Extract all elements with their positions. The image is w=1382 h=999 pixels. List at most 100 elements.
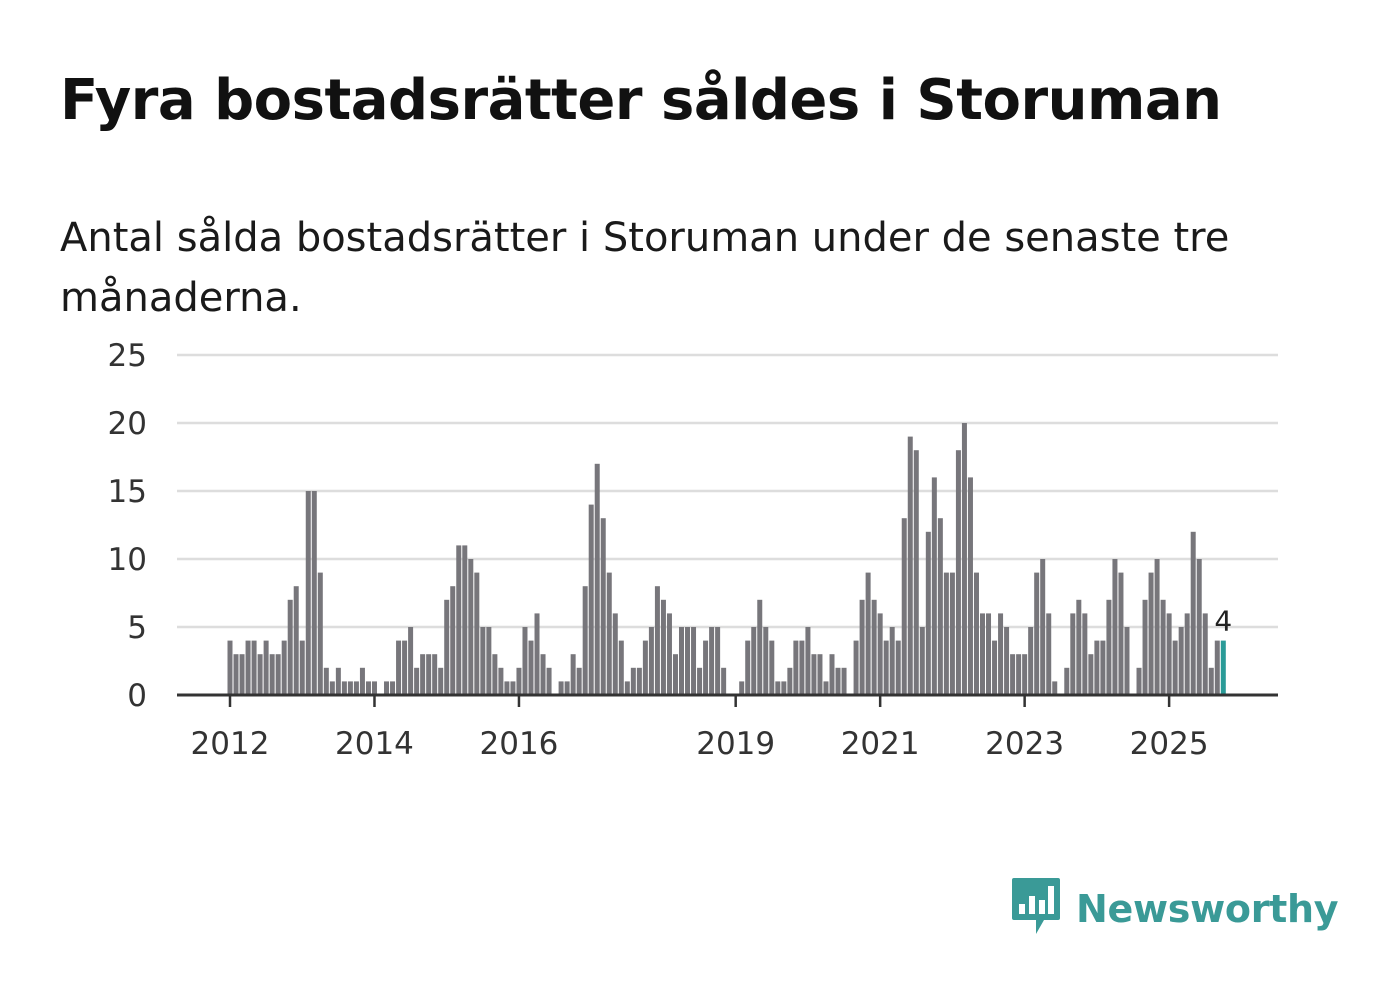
bar — [600, 518, 606, 695]
bar — [986, 613, 992, 695]
bar — [751, 627, 757, 695]
bar — [1100, 640, 1106, 695]
bar — [709, 627, 715, 695]
bar — [371, 681, 377, 695]
bar — [672, 654, 678, 695]
bar — [384, 681, 390, 695]
y-tick-label: 25 — [108, 338, 147, 374]
bar — [456, 545, 462, 695]
bar — [666, 613, 672, 695]
bar — [835, 667, 841, 695]
bar — [1208, 667, 1214, 695]
bar — [648, 627, 654, 695]
bar — [961, 423, 967, 695]
bar — [1094, 640, 1100, 695]
bar — [263, 640, 269, 695]
bar — [396, 640, 402, 695]
bar — [1040, 559, 1046, 695]
bar — [980, 613, 985, 695]
bar — [335, 667, 341, 695]
x-tick-label: 2019 — [696, 726, 775, 762]
bar — [281, 640, 287, 695]
bar — [949, 572, 955, 695]
bar — [793, 640, 799, 695]
bar — [937, 518, 943, 695]
bar — [510, 681, 516, 695]
bar — [347, 681, 353, 695]
bar — [414, 667, 420, 695]
bar — [877, 613, 883, 695]
bar — [1034, 572, 1040, 695]
bar — [781, 681, 787, 695]
bar — [450, 586, 456, 695]
bar — [967, 477, 973, 695]
bar — [763, 627, 769, 695]
bar — [444, 599, 450, 695]
bar — [528, 640, 534, 695]
bar — [522, 627, 528, 695]
bar — [492, 654, 498, 695]
bar — [269, 654, 275, 695]
bar — [955, 450, 961, 695]
bar — [498, 667, 504, 695]
bar — [1064, 667, 1070, 695]
bar — [973, 572, 979, 695]
y-tick-label: 20 — [108, 406, 147, 442]
x-tick-label: 2014 — [335, 726, 414, 762]
bar — [317, 572, 323, 695]
bar — [486, 627, 492, 695]
bar — [691, 627, 697, 695]
bar — [1004, 627, 1010, 695]
bar — [799, 640, 805, 695]
bar — [1154, 559, 1160, 695]
bar — [660, 599, 666, 695]
bar — [1142, 599, 1148, 695]
bar — [1076, 599, 1082, 695]
y-tick-label: 5 — [127, 610, 147, 646]
bar — [998, 613, 1004, 695]
bar — [829, 654, 835, 695]
bar — [1160, 599, 1166, 695]
newsworthy-brand[interactable]: Newsworthy — [1010, 876, 1339, 942]
bar — [426, 654, 432, 695]
bar — [468, 559, 474, 695]
bar — [480, 627, 486, 695]
bars — [227, 423, 1226, 695]
bar — [889, 627, 895, 695]
bar — [865, 572, 871, 695]
bar — [390, 681, 396, 695]
bar-highlight — [1220, 640, 1226, 695]
bar — [1172, 640, 1178, 695]
bar — [841, 667, 847, 695]
bar — [257, 654, 263, 695]
chart-subtitle: Antal sålda bostadsrätter i Storuman und… — [60, 215, 1230, 321]
bar — [1070, 613, 1076, 695]
bar — [943, 572, 949, 695]
x-tick-label: 2021 — [841, 726, 920, 762]
bar — [883, 640, 889, 695]
bar — [1190, 531, 1196, 695]
bar — [546, 667, 552, 695]
bar — [1196, 559, 1202, 695]
bar — [239, 654, 245, 695]
bar — [1016, 654, 1022, 695]
newsworthy-logo-icon — [1010, 876, 1062, 942]
bar — [420, 654, 426, 695]
bar — [299, 640, 305, 695]
bar — [805, 627, 811, 695]
bar — [775, 681, 781, 695]
bar — [287, 599, 293, 695]
bar — [853, 640, 859, 695]
bar — [1088, 654, 1094, 695]
bar — [1136, 667, 1142, 695]
bar — [311, 491, 317, 695]
bar — [1124, 627, 1130, 695]
annotations: 4 — [1214, 605, 1232, 638]
bar — [679, 627, 684, 695]
bar — [275, 654, 281, 695]
y-tick-label: 10 — [108, 542, 147, 578]
bar — [992, 640, 998, 695]
y-tick-label: 15 — [108, 474, 147, 510]
bar — [293, 586, 299, 695]
bar — [612, 613, 618, 695]
